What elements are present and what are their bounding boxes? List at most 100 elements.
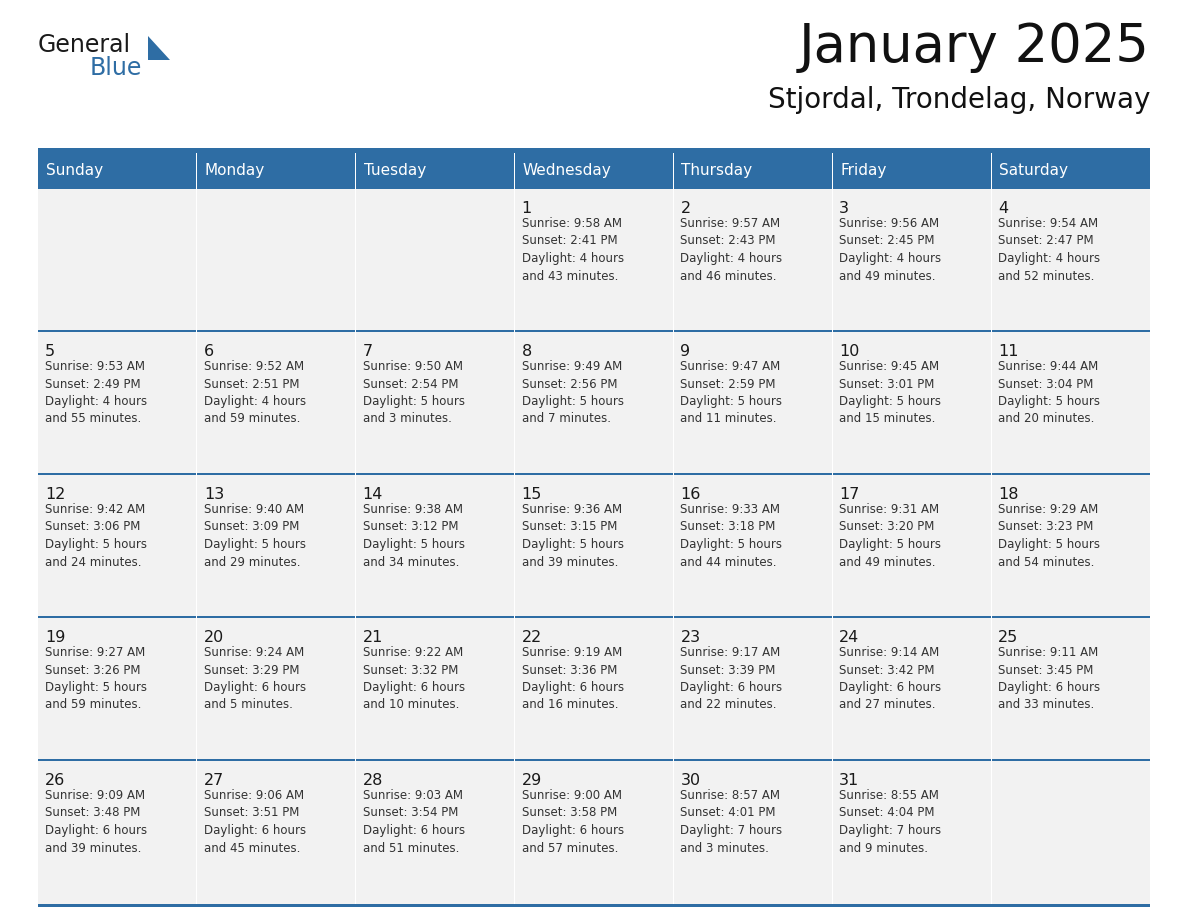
Text: 10: 10 [839, 344, 860, 359]
Text: 5: 5 [45, 344, 55, 359]
Text: Sunrise: 9:33 AM
Sunset: 3:18 PM
Daylight: 5 hours
and 44 minutes.: Sunrise: 9:33 AM Sunset: 3:18 PM Dayligh… [681, 503, 783, 568]
Bar [991, 153, 1150, 189]
Text: Wednesday: Wednesday [523, 163, 612, 178]
Text: 2: 2 [681, 201, 690, 216]
Text: Sunrise: 9:00 AM
Sunset: 3:58 PM
Daylight: 6 hours
and 57 minutes.: Sunrise: 9:00 AM Sunset: 3:58 PM Dayligh… [522, 789, 624, 855]
Bar [674, 332, 833, 475]
Text: Sunrise: 9:14 AM
Sunset: 3:42 PM
Daylight: 6 hours
and 27 minutes.: Sunrise: 9:14 AM Sunset: 3:42 PM Dayligh… [839, 646, 941, 711]
Text: Sunrise: 9:06 AM
Sunset: 3:51 PM
Daylight: 6 hours
and 45 minutes.: Sunrise: 9:06 AM Sunset: 3:51 PM Dayligh… [204, 789, 307, 855]
Text: Sunrise: 9:19 AM
Sunset: 3:36 PM
Daylight: 6 hours
and 16 minutes.: Sunrise: 9:19 AM Sunset: 3:36 PM Dayligh… [522, 646, 624, 711]
Text: 16: 16 [681, 487, 701, 502]
Text: Sunday: Sunday [46, 163, 103, 178]
Text: Sunrise: 9:11 AM
Sunset: 3:45 PM
Daylight: 6 hours
and 33 minutes.: Sunrise: 9:11 AM Sunset: 3:45 PM Dayligh… [998, 646, 1100, 711]
Text: 11: 11 [998, 344, 1018, 359]
Text: 29: 29 [522, 773, 542, 788]
Bar [674, 153, 833, 189]
Text: 25: 25 [998, 630, 1018, 645]
Bar [197, 332, 355, 475]
Bar [355, 332, 514, 475]
Bar [355, 153, 514, 189]
Bar [833, 332, 991, 475]
Bar [38, 153, 197, 189]
Text: 24: 24 [839, 630, 860, 645]
Text: Sunrise: 9:54 AM
Sunset: 2:47 PM
Daylight: 4 hours
and 52 minutes.: Sunrise: 9:54 AM Sunset: 2:47 PM Dayligh… [998, 217, 1100, 283]
Bar [674, 189, 833, 332]
Bar [38, 189, 197, 332]
Text: Sunrise: 9:17 AM
Sunset: 3:39 PM
Daylight: 6 hours
and 22 minutes.: Sunrise: 9:17 AM Sunset: 3:39 PM Dayligh… [681, 646, 783, 711]
Bar [197, 618, 355, 761]
Text: Tuesday: Tuesday [364, 163, 426, 178]
Text: Sunrise: 9:22 AM
Sunset: 3:32 PM
Daylight: 6 hours
and 10 minutes.: Sunrise: 9:22 AM Sunset: 3:32 PM Dayligh… [362, 646, 465, 711]
Text: Sunrise: 9:38 AM
Sunset: 3:12 PM
Daylight: 5 hours
and 34 minutes.: Sunrise: 9:38 AM Sunset: 3:12 PM Dayligh… [362, 503, 465, 568]
Text: Sunrise: 9:31 AM
Sunset: 3:20 PM
Daylight: 5 hours
and 49 minutes.: Sunrise: 9:31 AM Sunset: 3:20 PM Dayligh… [839, 503, 941, 568]
Text: Sunrise: 9:53 AM
Sunset: 2:49 PM
Daylight: 4 hours
and 55 minutes.: Sunrise: 9:53 AM Sunset: 2:49 PM Dayligh… [45, 360, 147, 426]
Bar [38, 618, 197, 761]
Text: Friday: Friday [840, 163, 886, 178]
Text: 31: 31 [839, 773, 860, 788]
Text: Sunrise: 9:45 AM
Sunset: 3:01 PM
Daylight: 5 hours
and 15 minutes.: Sunrise: 9:45 AM Sunset: 3:01 PM Dayligh… [839, 360, 941, 426]
Text: Sunrise: 9:09 AM
Sunset: 3:48 PM
Daylight: 6 hours
and 39 minutes.: Sunrise: 9:09 AM Sunset: 3:48 PM Dayligh… [45, 789, 147, 855]
Text: January 2025: January 2025 [800, 21, 1150, 73]
Text: 28: 28 [362, 773, 383, 788]
Bar [355, 761, 514, 904]
Text: 13: 13 [204, 487, 225, 502]
Text: Sunrise: 9:47 AM
Sunset: 2:59 PM
Daylight: 5 hours
and 11 minutes.: Sunrise: 9:47 AM Sunset: 2:59 PM Dayligh… [681, 360, 783, 426]
Bar [355, 189, 514, 332]
Bar [197, 153, 355, 189]
Text: Sunrise: 9:50 AM
Sunset: 2:54 PM
Daylight: 5 hours
and 3 minutes.: Sunrise: 9:50 AM Sunset: 2:54 PM Dayligh… [362, 360, 465, 426]
Text: Sunrise: 8:55 AM
Sunset: 4:04 PM
Daylight: 7 hours
and 9 minutes.: Sunrise: 8:55 AM Sunset: 4:04 PM Dayligh… [839, 789, 941, 855]
Text: 14: 14 [362, 487, 383, 502]
Bar [38, 616, 1150, 618]
Text: Monday: Monday [204, 163, 265, 178]
Bar [514, 475, 674, 618]
Text: 15: 15 [522, 487, 542, 502]
Bar [38, 473, 1150, 475]
Bar [514, 332, 674, 475]
Bar [991, 618, 1150, 761]
Text: Sunrise: 9:57 AM
Sunset: 2:43 PM
Daylight: 4 hours
and 46 minutes.: Sunrise: 9:57 AM Sunset: 2:43 PM Dayligh… [681, 217, 783, 283]
Bar [674, 618, 833, 761]
Bar [833, 618, 991, 761]
Bar [833, 189, 991, 332]
Text: 27: 27 [204, 773, 225, 788]
Text: Sunrise: 9:03 AM
Sunset: 3:54 PM
Daylight: 6 hours
and 51 minutes.: Sunrise: 9:03 AM Sunset: 3:54 PM Dayligh… [362, 789, 465, 855]
Text: Sunrise: 9:52 AM
Sunset: 2:51 PM
Daylight: 4 hours
and 59 minutes.: Sunrise: 9:52 AM Sunset: 2:51 PM Dayligh… [204, 360, 307, 426]
Text: 22: 22 [522, 630, 542, 645]
Bar [833, 475, 991, 618]
Bar [38, 759, 1150, 761]
Text: 6: 6 [204, 344, 214, 359]
Text: 9: 9 [681, 344, 690, 359]
Text: 30: 30 [681, 773, 701, 788]
Text: 3: 3 [839, 201, 849, 216]
Bar [991, 189, 1150, 332]
Bar [514, 618, 674, 761]
Text: Sunrise: 9:27 AM
Sunset: 3:26 PM
Daylight: 5 hours
and 59 minutes.: Sunrise: 9:27 AM Sunset: 3:26 PM Dayligh… [45, 646, 147, 711]
Text: General: General [38, 33, 131, 57]
Bar [514, 189, 674, 332]
Bar [355, 618, 514, 761]
Bar [197, 761, 355, 904]
Text: Sunrise: 9:36 AM
Sunset: 3:15 PM
Daylight: 5 hours
and 39 minutes.: Sunrise: 9:36 AM Sunset: 3:15 PM Dayligh… [522, 503, 624, 568]
Bar [38, 475, 197, 618]
Polygon shape [148, 36, 170, 60]
Text: Stjordal, Trondelag, Norway: Stjordal, Trondelag, Norway [767, 86, 1150, 114]
Text: Sunrise: 9:42 AM
Sunset: 3:06 PM
Daylight: 5 hours
and 24 minutes.: Sunrise: 9:42 AM Sunset: 3:06 PM Dayligh… [45, 503, 147, 568]
Text: 8: 8 [522, 344, 532, 359]
Text: Thursday: Thursday [682, 163, 752, 178]
Text: Sunrise: 9:24 AM
Sunset: 3:29 PM
Daylight: 6 hours
and 5 minutes.: Sunrise: 9:24 AM Sunset: 3:29 PM Dayligh… [204, 646, 307, 711]
Text: Sunrise: 8:57 AM
Sunset: 4:01 PM
Daylight: 7 hours
and 3 minutes.: Sunrise: 8:57 AM Sunset: 4:01 PM Dayligh… [681, 789, 783, 855]
Text: 21: 21 [362, 630, 383, 645]
Bar [833, 153, 991, 189]
Text: 17: 17 [839, 487, 860, 502]
Text: Blue: Blue [90, 56, 143, 80]
Bar [38, 330, 1150, 332]
Text: 20: 20 [204, 630, 225, 645]
Bar [833, 761, 991, 904]
Bar [991, 761, 1150, 904]
Text: 1: 1 [522, 201, 532, 216]
Bar [674, 475, 833, 618]
Text: 12: 12 [45, 487, 65, 502]
Text: Sunrise: 9:56 AM
Sunset: 2:45 PM
Daylight: 4 hours
and 49 minutes.: Sunrise: 9:56 AM Sunset: 2:45 PM Dayligh… [839, 217, 941, 283]
Text: 7: 7 [362, 344, 373, 359]
Text: 26: 26 [45, 773, 65, 788]
